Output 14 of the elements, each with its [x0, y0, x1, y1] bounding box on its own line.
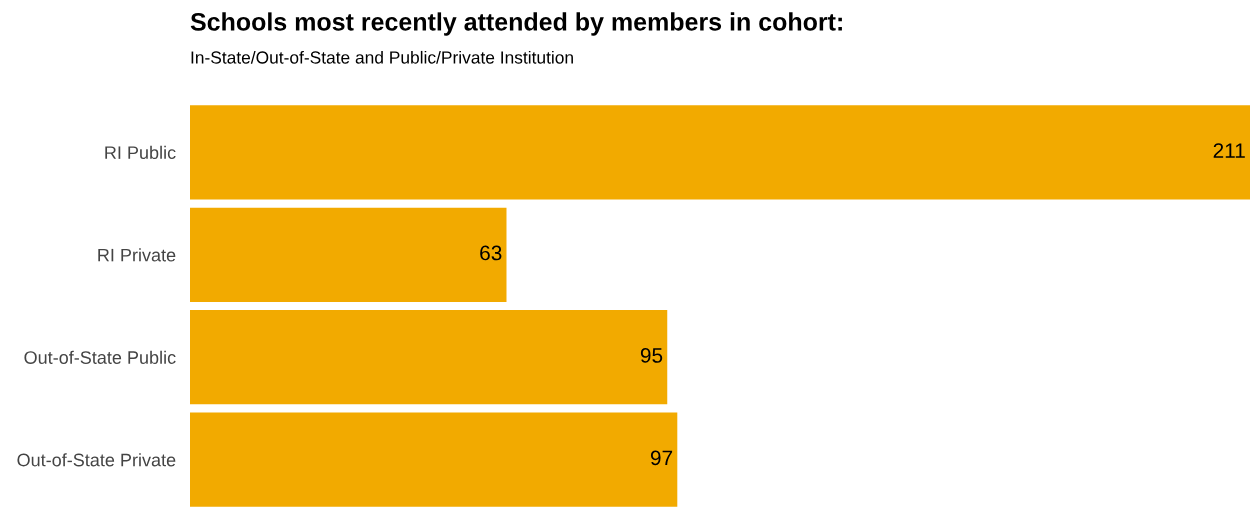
bar — [190, 207, 507, 302]
data-label: 95 — [640, 348, 663, 363]
chart-subtitle: In-State/Out-of-State and Public/Private Institution — [191, 50, 573, 64]
data-label: 211 — [1213, 143, 1245, 158]
y-tick-label: RI Public — [105, 145, 176, 160]
bar — [190, 412, 678, 507]
data-label: 97 — [650, 450, 673, 466]
y-tick-label: Out-of-State Public — [24, 350, 176, 364]
y-tick-label: Out-of-State Private — [17, 453, 176, 467]
data-label: 63 — [480, 245, 502, 261]
chart-title: Schools most recently attended by members in cohort: — [190, 12, 842, 36]
y-tick-label: RI Private — [98, 248, 176, 262]
bar — [190, 105, 1250, 200]
bar — [190, 310, 668, 405]
